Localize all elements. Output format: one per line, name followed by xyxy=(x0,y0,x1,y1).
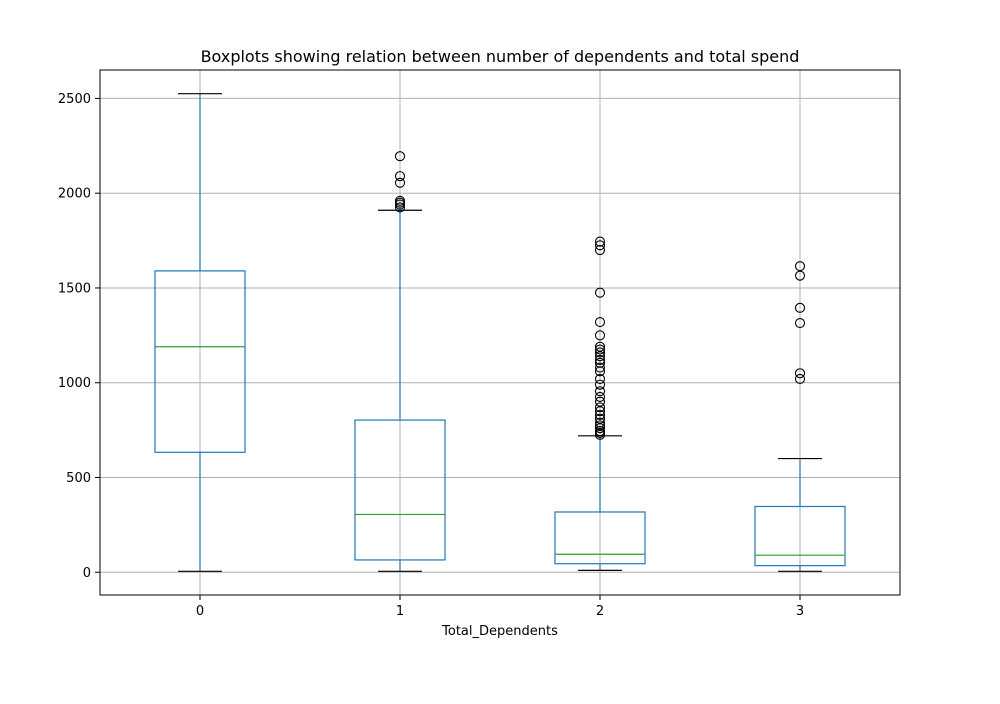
box-iqr xyxy=(554,511,646,565)
outlier-point xyxy=(394,202,406,213)
outlier-point xyxy=(594,347,606,358)
outlier-point xyxy=(594,386,606,397)
y-tick-label: 2000 xyxy=(58,187,91,202)
outlier-point xyxy=(594,240,606,251)
outlier-point xyxy=(594,317,606,328)
outlier-point xyxy=(594,420,606,431)
box-iqr xyxy=(354,419,446,561)
outlier-point xyxy=(594,354,606,366)
outlier-point xyxy=(594,402,606,413)
grid-lines xyxy=(100,70,900,595)
outlier-point xyxy=(394,151,406,162)
y-tick-label: 0 xyxy=(83,566,91,581)
chart-title: Boxplots showing relation between number… xyxy=(201,47,800,66)
axis-ticks: 0 500 1000 1500 2000 2500 0 1 2 3 xyxy=(58,92,804,619)
outlier-point xyxy=(594,409,606,420)
y-tick-label: 1000 xyxy=(58,376,91,391)
x-tick-label: 2 xyxy=(596,604,604,619)
outlier-point xyxy=(594,236,606,247)
x-axis-label: Total_Dependents xyxy=(441,624,558,639)
plot-frame xyxy=(99,69,901,596)
y-tick-label: 2500 xyxy=(58,92,91,107)
outlier-point xyxy=(794,261,806,272)
outlier-point xyxy=(594,330,606,341)
outlier-point xyxy=(594,391,606,402)
y-tick-label: 1500 xyxy=(58,281,91,296)
box-plots xyxy=(154,93,846,572)
outlier-point xyxy=(794,373,806,384)
x-tick-label: 1 xyxy=(396,604,404,619)
outlier-point xyxy=(594,396,606,407)
x-tick-label: 3 xyxy=(796,604,804,619)
outlier-point xyxy=(594,362,606,373)
outlier-point xyxy=(794,317,806,329)
outlier-point xyxy=(394,171,406,182)
outlier-point xyxy=(794,302,806,313)
box-iqr xyxy=(154,270,246,453)
outlier-point xyxy=(594,287,606,298)
outlier-point xyxy=(594,373,606,384)
outlier-point xyxy=(394,177,406,188)
outlier-point xyxy=(594,417,606,428)
outlier-point xyxy=(794,368,806,379)
outlier-point xyxy=(594,357,606,368)
x-tick-label: 0 xyxy=(196,604,204,619)
outlier-point xyxy=(594,344,606,355)
outlier-point xyxy=(594,379,606,390)
outlier-point xyxy=(594,413,606,424)
box-iqr xyxy=(754,505,846,567)
y-tick-label: 500 xyxy=(66,471,91,486)
outlier-point xyxy=(394,195,406,206)
outlier-point xyxy=(594,341,606,352)
